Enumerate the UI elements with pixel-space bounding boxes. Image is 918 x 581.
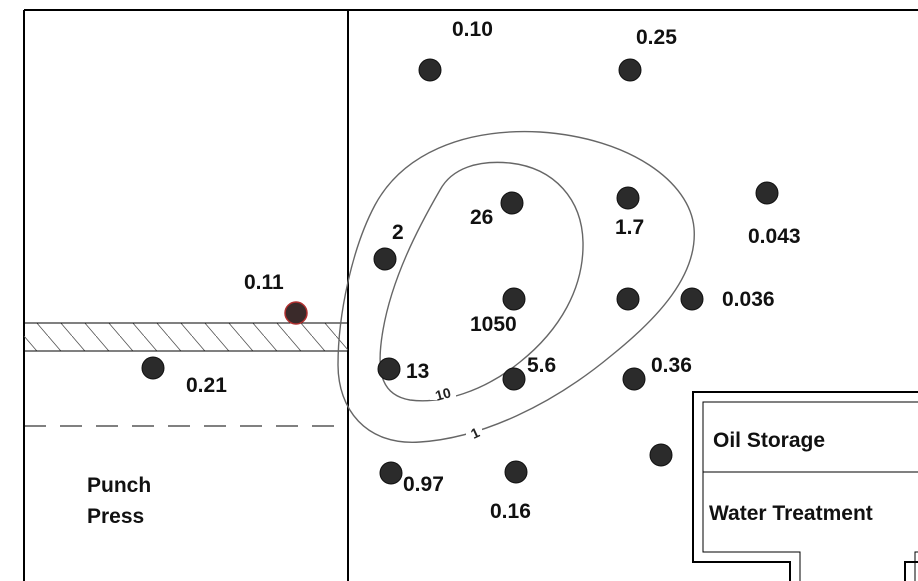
sampling-well	[141, 356, 165, 380]
well-value: 0.043	[748, 225, 801, 248]
sampling-well	[649, 443, 673, 467]
sampling-well	[504, 460, 528, 484]
well-value: 0.16	[490, 500, 531, 523]
well-value: 0.25	[636, 26, 677, 49]
well-value: 0.10	[452, 18, 493, 41]
sampling-well	[379, 461, 403, 485]
contour-label-bg	[430, 382, 456, 400]
sampling-well	[622, 367, 646, 391]
sampling-well	[418, 58, 442, 82]
sampling-well	[500, 191, 524, 215]
area-label-punch: Punch	[87, 474, 151, 497]
well-value: 5.6	[527, 354, 556, 377]
sampling-well	[616, 287, 640, 311]
sampling-well	[373, 247, 397, 271]
area-label-oil-storage: Oil Storage	[713, 429, 825, 452]
contour-line-10	[379, 161, 584, 402]
area-label-press: Press	[87, 505, 144, 528]
sampling-well	[616, 186, 640, 210]
well-value: 0.21	[186, 374, 227, 397]
sampling-well	[680, 287, 704, 311]
treatment-building	[692, 391, 918, 581]
sampling-well	[618, 58, 642, 82]
well-value: 0.036	[722, 288, 775, 311]
sampling-well	[502, 367, 526, 391]
well-value: 1.7	[615, 216, 644, 239]
building-outlines	[23, 9, 918, 581]
contour-label-bg	[466, 424, 482, 440]
well-value: 0.97	[403, 473, 444, 496]
sampling-well	[502, 287, 526, 311]
well-value: 13	[406, 360, 429, 383]
well-value: 0.36	[651, 354, 692, 377]
well-value: 0.11	[244, 271, 284, 294]
sampling-well	[755, 181, 779, 205]
hatched-corridor	[24, 322, 348, 427]
well-value: 1050	[470, 313, 517, 336]
sampling-well-highlighted	[284, 301, 308, 325]
contour-line-1	[337, 130, 695, 443]
sampling-well	[377, 357, 401, 381]
well-value: 26	[470, 206, 493, 229]
contour-label-10: 10	[433, 384, 452, 404]
area-label-water-treatment: Water Treatment	[709, 502, 873, 525]
well-value: 2	[392, 221, 404, 244]
